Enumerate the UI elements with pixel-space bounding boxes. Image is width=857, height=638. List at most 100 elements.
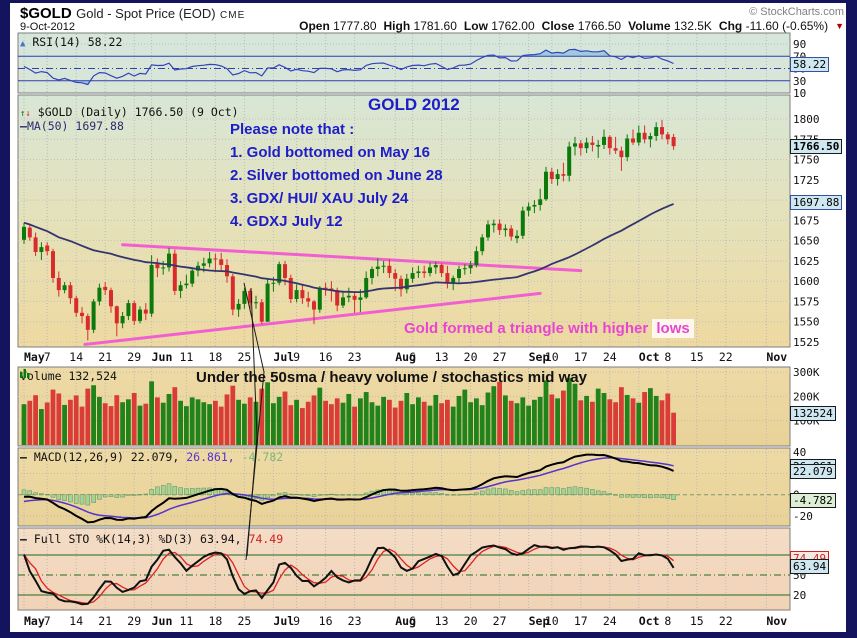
macd-hist-bar (555, 487, 560, 495)
volume-bar (33, 395, 38, 445)
svg-text:1800: 1800 (793, 113, 820, 126)
svg-text:10: 10 (545, 614, 559, 628)
candle (590, 142, 595, 145)
volume-bar (456, 395, 462, 445)
candle (132, 303, 137, 321)
svg-text:14: 14 (69, 350, 83, 364)
svg-text:Jun: Jun (152, 350, 173, 364)
volume-bar (120, 402, 125, 445)
macd-hist-bar (474, 492, 479, 495)
volume-bar (218, 406, 224, 445)
macd-hist-bar (433, 492, 439, 495)
macd-hist-bar (39, 493, 44, 495)
svg-text:20: 20 (464, 350, 478, 364)
volume-bar (282, 391, 288, 445)
volume-bar (288, 405, 294, 445)
symbol-name: Gold - Spot Price (EOD) (76, 6, 216, 21)
volume-bar (329, 404, 334, 445)
rsi-legend-text: RSI(14) 58.22 (32, 35, 123, 49)
volume-bar (97, 396, 102, 445)
volume-bar (242, 403, 247, 445)
svg-text:6: 6 (409, 614, 416, 628)
svg-text:8: 8 (664, 350, 671, 364)
candle (648, 136, 653, 140)
macd-hist-bar (404, 492, 410, 495)
volume-bar (189, 397, 195, 445)
candle (503, 228, 508, 231)
rsi-band-fill (485, 49, 657, 57)
candle (56, 277, 61, 291)
candle (277, 264, 282, 283)
svg-text:14: 14 (69, 614, 83, 628)
candle (230, 276, 235, 310)
macd-hist-bar (619, 494, 624, 498)
macd-hist-bar (62, 494, 67, 501)
macd-hist-bar (410, 492, 415, 495)
macd-hist-bar (445, 494, 450, 496)
volume-bar (160, 402, 166, 445)
volume-bar (532, 399, 537, 445)
volume-bar (578, 400, 584, 445)
svg-text:Aug: Aug (395, 614, 416, 628)
candle (619, 150, 624, 158)
chg-label: Chg (718, 19, 743, 33)
volume-bar (155, 397, 160, 445)
volume-bar (526, 405, 531, 445)
price-updown-icon: ↑↓ (20, 109, 31, 119)
macd-hist-bar (514, 491, 520, 495)
volume-bar (294, 399, 299, 445)
macd-hist-bar (114, 494, 120, 498)
candle (607, 136, 612, 149)
candle (578, 143, 583, 149)
volume-bar (665, 393, 671, 445)
svg-text:Nov: Nov (766, 350, 787, 364)
candle (155, 264, 160, 269)
sto-d-value: 74.49 (248, 532, 284, 546)
macd-hist-bar (427, 492, 433, 495)
volume-bar (503, 395, 508, 445)
candle (358, 297, 363, 300)
candle (631, 138, 635, 143)
svg-text:27: 27 (493, 350, 507, 364)
candle (283, 264, 287, 278)
volume-bar (543, 380, 549, 445)
stockcharts-credit: © StockCharts.com (749, 6, 844, 18)
macd-signal-value: 26.861, (186, 450, 235, 464)
macd-hist-bar (79, 494, 85, 505)
volume-bar (572, 383, 578, 445)
macd-hist-bar (189, 488, 195, 495)
candle (474, 251, 479, 265)
volume-bar (91, 385, 96, 445)
annotation-note-1: 1. Gold bottomed on May 16 (230, 144, 431, 161)
low-value: 1762.00 (491, 19, 535, 33)
volume-bar (259, 388, 265, 445)
annotation-triangle-text: Gold formed a triangle with higher (404, 320, 649, 337)
svg-text:30: 30 (793, 75, 806, 88)
exchange-label: CME (220, 10, 246, 21)
macd-hist-bar (508, 490, 514, 495)
macd-hist-bar (479, 490, 485, 495)
svg-text:9: 9 (293, 614, 300, 628)
macd-hist-bar (50, 494, 56, 498)
volume-bar (381, 396, 386, 445)
candle (178, 285, 183, 291)
macd-hist-value: -4.782 (241, 450, 284, 464)
macd-hist-bar (149, 489, 154, 495)
svg-text:Sep: Sep (529, 350, 550, 364)
volume-bar (445, 399, 450, 445)
volume-bar (398, 400, 404, 445)
volume-bar (491, 386, 497, 445)
volume-legend-text: Volume 132,524 (20, 369, 117, 383)
macd-hist-bar (462, 494, 468, 496)
volume-bar (387, 399, 392, 445)
macd-hist-bar (102, 494, 108, 498)
volume-legend: Volume 132,524 (20, 369, 117, 383)
volume-bar (334, 398, 340, 445)
volume-bar (561, 390, 566, 445)
volume-bar (433, 394, 439, 445)
volume-bar (363, 392, 369, 445)
volume-bar (439, 403, 444, 445)
chg-dropdown-icon[interactable]: ▼ (835, 21, 844, 31)
volume-bar (62, 404, 67, 445)
volume-bar (271, 403, 276, 445)
